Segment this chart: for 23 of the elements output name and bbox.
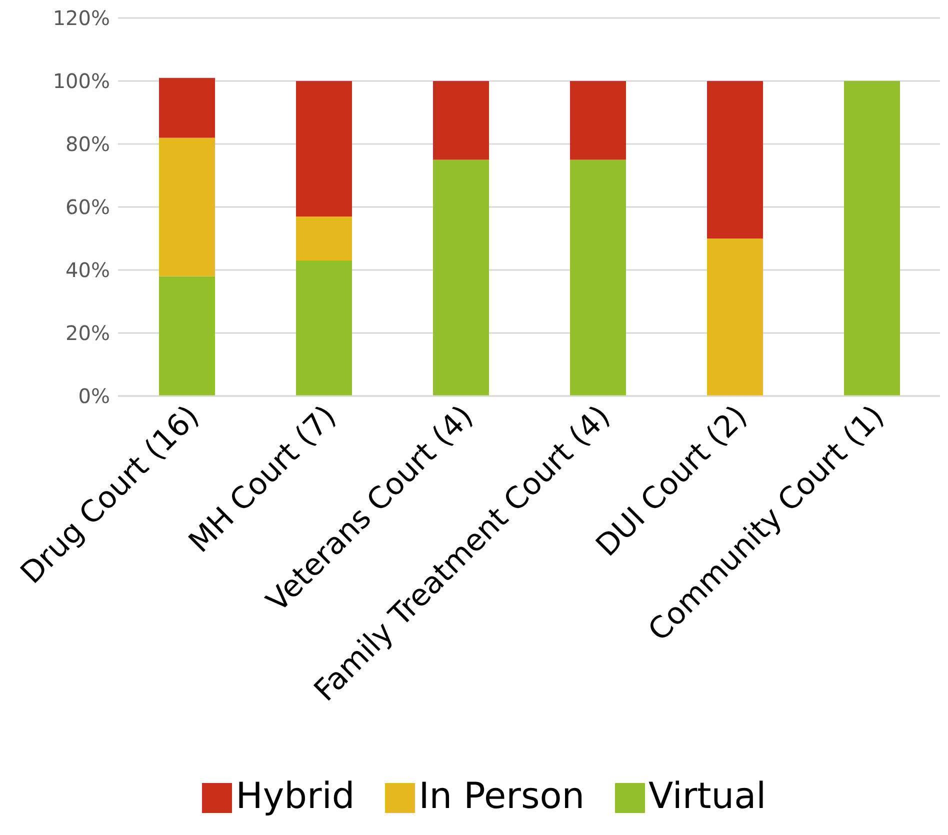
legend-label: Hybrid xyxy=(236,776,355,817)
bar xyxy=(159,276,215,396)
y-tick-label: 40% xyxy=(66,258,110,282)
bar xyxy=(159,138,215,276)
bar xyxy=(433,160,489,396)
bar xyxy=(570,81,626,160)
y-tick-label: 60% xyxy=(66,195,110,220)
y-tick-label: 80% xyxy=(66,132,110,156)
y-tick-label: 20% xyxy=(66,321,110,346)
bar xyxy=(296,260,352,396)
bar xyxy=(159,78,215,138)
legend-label: Virtual xyxy=(648,776,766,817)
bar xyxy=(296,216,352,261)
y-tick-label: 0% xyxy=(78,384,110,408)
bar xyxy=(707,81,763,238)
legend-label: In Person xyxy=(418,776,585,817)
y-tick-label: 100% xyxy=(52,69,110,94)
bar xyxy=(844,81,900,396)
bar xyxy=(707,238,763,396)
y-tick-label: 120% xyxy=(52,6,110,30)
bar xyxy=(296,81,352,216)
bar xyxy=(570,160,626,396)
bar xyxy=(433,81,489,160)
